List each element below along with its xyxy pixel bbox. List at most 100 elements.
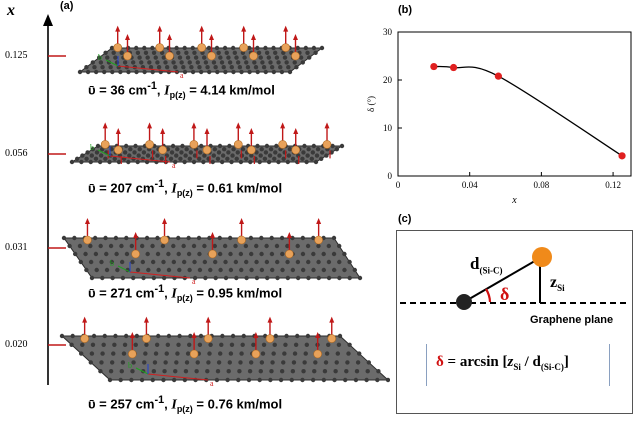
carbon-atom: [267, 153, 273, 158]
carbon-atom: [247, 69, 252, 75]
carbon-atom: [198, 150, 203, 155]
carbon-atom: [130, 259, 135, 265]
panel-c-label: (c): [398, 213, 412, 225]
b-axis-label: b: [98, 53, 102, 62]
carbon-atom: [272, 156, 277, 161]
arrow-head: [329, 316, 335, 323]
arrow-head: [115, 128, 121, 134]
carbon-atom: [163, 60, 168, 65]
arrow-head: [162, 218, 168, 224]
carbon-atom: [260, 60, 265, 65]
carbon-atom: [208, 267, 213, 273]
carbon-atom: [169, 150, 175, 155]
carbon-atom: [290, 369, 296, 374]
caption-2-freq: ῡ = 207 cm: [88, 180, 155, 196]
carbon-atom: [175, 351, 180, 356]
carbon-atom: [319, 45, 325, 51]
carbon-atom: [100, 275, 105, 281]
carbon-atom: [151, 50, 157, 55]
carbon-atom: [108, 243, 114, 249]
arrow-head: [209, 34, 214, 40]
carbon-atom: [269, 65, 275, 70]
carbon-atom: [181, 65, 186, 70]
carbon-atom: [181, 243, 186, 249]
carbon-atom: [97, 159, 103, 165]
carbon-atom: [311, 235, 316, 241]
carbon-atom: [203, 60, 209, 65]
carbon-atom: [122, 60, 128, 65]
carbon-atom: [305, 333, 311, 339]
silicon-atom: [285, 249, 294, 259]
carbon-atom: [311, 45, 317, 51]
carbon-atom: [295, 259, 301, 265]
carbon-atom: [69, 342, 74, 347]
carbon-atom: [306, 147, 311, 152]
y-tick-label: 20: [383, 75, 393, 85]
carbon-atom: [155, 153, 160, 158]
carbon-atom: [104, 251, 109, 257]
carbon-atom: [176, 50, 181, 55]
carbon-atom: [354, 369, 360, 374]
carbon-atom: [295, 45, 300, 51]
carbon-atom: [234, 275, 239, 281]
carbon-atom: [238, 251, 244, 257]
caption-4-sup: -1: [154, 394, 165, 406]
carbon-atom: [188, 333, 193, 339]
carbon-atom: [235, 60, 241, 65]
carbon-atom: [304, 159, 309, 165]
carbon-atom: [357, 351, 362, 356]
carbon-atom: [183, 153, 188, 158]
carbon-atom: [216, 360, 222, 365]
carbon-atom: [141, 150, 147, 155]
arrow-head: [316, 218, 322, 224]
carbon-atom: [130, 369, 135, 374]
carbon-atom: [222, 243, 228, 249]
carbon-atom: [223, 69, 228, 75]
carbon-atom: [353, 377, 359, 383]
carbon-atom: [213, 275, 218, 281]
silicon-atom: [189, 349, 199, 359]
carbon-atom: [121, 351, 127, 356]
carbon-atom: [296, 153, 301, 158]
carbon-atom: [255, 45, 260, 51]
carbon-atom: [310, 377, 316, 383]
carbon-atom: [77, 243, 83, 249]
carbon-atom: [248, 159, 253, 165]
carbon-atom: [90, 342, 96, 347]
panel-c-box: [396, 230, 633, 414]
carbon-atom: [319, 156, 324, 161]
carbon-atom: [190, 69, 196, 75]
carbon-atom: [324, 351, 330, 356]
carbon-atom: [232, 50, 238, 55]
carbon-atom: [134, 69, 139, 75]
carbon-atom: [375, 377, 380, 383]
caption-4-isym: I: [171, 397, 177, 413]
arrow-head: [293, 34, 298, 40]
carbon-atom: [155, 60, 160, 65]
carbon-atom: [214, 45, 220, 51]
silicon-atom: [142, 334, 151, 343]
silicon-atom: [165, 51, 174, 61]
carbon-atom: [120, 275, 126, 281]
carbon-atom: [229, 342, 235, 347]
formula-d-sub: (Si-C): [540, 362, 564, 372]
carbon-atom: [148, 65, 154, 70]
carbon-atom: [257, 377, 262, 383]
carbon-atom: [266, 159, 272, 165]
silicon-atom: [327, 334, 337, 343]
carbon-atom: [244, 275, 249, 281]
carbon-atom: [268, 147, 274, 152]
carbon-atom: [300, 60, 305, 65]
carbon-atom: [305, 243, 311, 249]
carbon-atom: [197, 156, 202, 161]
b-axis: [97, 149, 111, 157]
carbon-atom: [186, 251, 192, 257]
carbon-atom: [134, 333, 140, 339]
carbon-atom: [346, 351, 351, 356]
carbon-atom: [99, 360, 104, 365]
carbon-atom: [240, 342, 245, 347]
carbon-atom: [123, 333, 129, 339]
carbon-atom: [222, 45, 228, 51]
carbon-atom: [194, 369, 199, 374]
carbon-atom: [313, 159, 319, 165]
